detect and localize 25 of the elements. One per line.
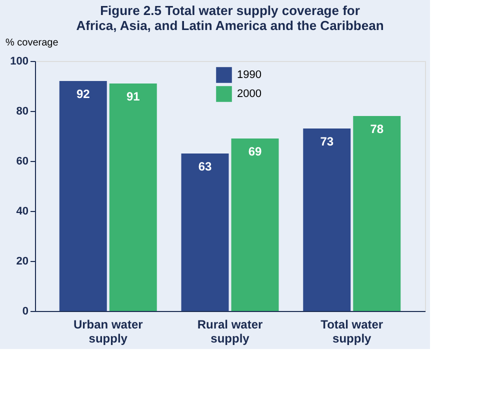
legend-label: 1990	[237, 69, 262, 81]
bar	[181, 154, 229, 311]
y-tick-label: 0	[22, 306, 28, 318]
y-tick-label: 100	[10, 56, 28, 68]
data-label: 73	[320, 134, 334, 148]
bar	[353, 116, 401, 311]
data-label: 92	[76, 87, 90, 101]
bar	[59, 81, 107, 311]
chart-title: Figure 2.5 Total water supply coverage for Africa, Asia, and Latin America and the Caribbean	[76, 3, 384, 33]
bar	[231, 138, 279, 311]
data-label: 69	[248, 144, 262, 158]
y-tick-label: 80	[16, 106, 28, 118]
data-label: 91	[126, 90, 140, 104]
y-tick-label: 60	[16, 156, 28, 168]
x-tick-label: Urban water supply	[73, 318, 144, 346]
y-tick-label: 20	[16, 256, 28, 268]
y-tick-label: 40	[16, 206, 28, 218]
legend-label: 2000	[237, 88, 262, 100]
y-axis-title: % coverage	[6, 38, 59, 48]
data-label: 63	[198, 160, 212, 174]
bar	[109, 84, 157, 311]
data-label: 78	[370, 122, 384, 136]
bar	[303, 128, 351, 311]
x-tick-label: Rural water supply	[197, 318, 264, 346]
x-tick-label: Total water supply	[320, 318, 384, 346]
